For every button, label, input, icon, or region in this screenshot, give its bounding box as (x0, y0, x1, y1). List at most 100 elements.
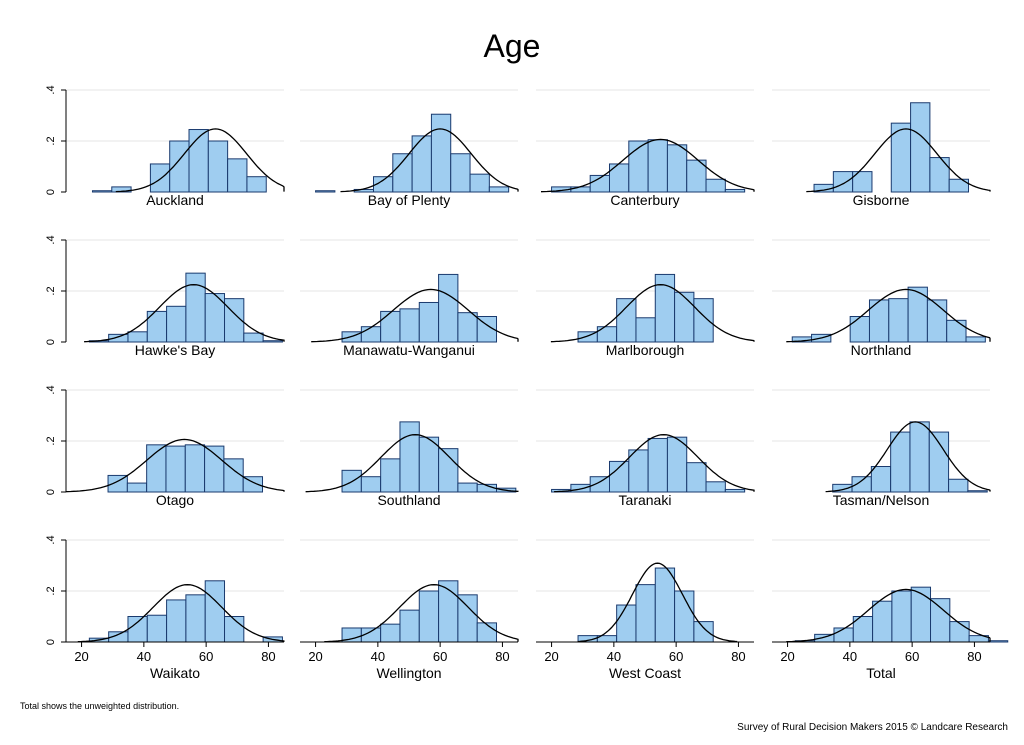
density-curve-tasman-nelson (825, 421, 991, 493)
bar-auckland-7 (227, 158, 248, 193)
panel-label-hawke-s-bay: Hawke's Bay (135, 342, 215, 358)
bar-total-2 (833, 627, 854, 643)
bar-tasman-nelson-5 (928, 431, 950, 493)
y-tick-label-auckland-0: 0 (45, 189, 57, 195)
bar-taranaki-6 (666, 436, 688, 493)
bar-hawke-s-bay-4 (166, 305, 187, 343)
density-curve-wellington (324, 584, 519, 643)
x-tick-label-total-3: 80 (967, 649, 981, 664)
bar-tasman-nelson-2 (870, 466, 892, 493)
bar-bay-of-plenty-8 (469, 173, 490, 193)
source-credit: Survey of Rural Decision Makers 2015 © L… (737, 722, 1008, 733)
bar-bay-of-plenty-4 (392, 153, 413, 193)
bar-waikato-7 (224, 616, 245, 643)
y-tick-label-waikato-0: 0 (45, 639, 57, 645)
panel-label-bay-of-plenty: Bay of Plenty (368, 192, 451, 208)
bar-manawatu-wanganui-2 (380, 310, 401, 343)
bar-wellington-4 (418, 590, 440, 643)
bar-taranaki-3 (608, 460, 630, 493)
y-tick-label-hawke-s-bay-1: .2 (45, 286, 57, 295)
bar-total-6 (910, 586, 932, 643)
chart-title: Age (483, 28, 541, 64)
bar-manawatu-wanganui-3 (399, 308, 420, 343)
bar-total-7 (930, 598, 951, 643)
y-tick-label-otago-2: .4 (45, 385, 57, 394)
x-tick-label-waikato-1: 40 (137, 649, 151, 664)
panel-label-canterbury: Canterbury (610, 192, 679, 208)
panel-label-tasman-nelson: Tasman/Nelson (833, 492, 930, 508)
bar-hawke-s-bay-8 (243, 332, 264, 343)
bar-canterbury-5 (647, 139, 668, 193)
bar-gisborne-6 (929, 157, 950, 193)
panel-label-marlborough: Marlborough (606, 342, 685, 358)
bar-waikato-3 (146, 614, 168, 643)
x-tick-label-wellington-0: 20 (308, 649, 322, 664)
density-curve-otago (65, 438, 285, 493)
bar-taranaki-9 (724, 488, 746, 493)
bar-canterbury-8 (705, 178, 726, 193)
bar-southland-6 (457, 482, 478, 493)
bar-otago-4 (184, 444, 206, 493)
bar-waikato-5 (185, 594, 206, 643)
bar-hawke-s-bay-5 (185, 272, 206, 343)
panel-label-southland: Southland (377, 492, 440, 508)
bar-bay-of-plenty-7 (450, 153, 471, 193)
bar-total-8 (949, 621, 970, 643)
x-tick-label-total-0: 20 (780, 649, 794, 664)
density-curve-bay-of-plenty (340, 128, 519, 193)
bar-taranaki-5 (647, 437, 668, 493)
bar-tasman-nelson-7 (967, 490, 988, 493)
bar-southland-1 (360, 476, 382, 493)
bar-gisborne-7 (948, 178, 970, 193)
panel-label-auckland: Auckland (146, 192, 204, 208)
density-curve-canterbury (540, 138, 755, 193)
bar-otago-1 (126, 482, 148, 493)
bar-canterbury-3 (608, 163, 630, 193)
bar-otago-7 (242, 476, 264, 493)
bar-marlborough-2 (616, 298, 637, 343)
bar-total-10 (987, 640, 1009, 643)
bar-taranaki-1 (570, 483, 591, 493)
x-tick-label-waikato-3: 80 (261, 649, 275, 664)
bar-taranaki-2 (589, 476, 610, 493)
bar-otago-3 (165, 445, 186, 493)
bar-marlborough-5 (674, 291, 695, 343)
y-tick-label-hawke-s-bay-2: .4 (45, 235, 57, 244)
y-tick-label-auckland-1: .2 (45, 136, 57, 145)
panel-label-waikato: Waikato (150, 665, 200, 681)
bar-hawke-s-bay-2 (127, 331, 148, 343)
bar-hawke-s-bay-9 (262, 340, 283, 343)
bar-bay-of-plenty-0 (315, 190, 336, 193)
density-curve-waikato (77, 584, 285, 643)
bar-northland-5 (888, 298, 909, 343)
density-curve-west-coast (577, 562, 738, 643)
bar-otago-5 (204, 445, 225, 493)
bar-wellington-3 (399, 609, 420, 643)
bar-taranaki-7 (686, 462, 707, 493)
bar-west-coast-6 (693, 621, 714, 643)
density-curve-taranaki (554, 434, 755, 493)
bar-auckland-5 (188, 129, 209, 193)
x-tick-label-west-coast-3: 80 (731, 649, 745, 664)
bar-bay-of-plenty-5 (411, 135, 432, 193)
density-curve-gisborne (806, 128, 991, 193)
bar-west-coast-4 (654, 567, 676, 643)
bar-waikato-6 (204, 580, 226, 643)
y-tick-label-otago-1: .2 (45, 436, 57, 445)
bar-manawatu-wanganui-7 (476, 316, 498, 343)
bar-taranaki-8 (705, 481, 726, 493)
bar-auckland-3 (149, 163, 171, 193)
bar-auckland-0 (91, 190, 113, 193)
y-tick-label-hawke-s-bay-0: 0 (45, 339, 57, 345)
bar-tasman-nelson-4 (909, 421, 930, 493)
bar-wellington-7 (476, 622, 498, 643)
panel-label-total: Total (866, 665, 896, 681)
x-tick-label-waikato-0: 20 (74, 649, 88, 664)
x-tick-label-wellington-3: 80 (495, 649, 509, 664)
bar-southland-3 (399, 421, 420, 493)
x-tick-label-wellington-1: 40 (371, 649, 385, 664)
bar-gisborne-5 (910, 102, 931, 193)
bar-gisborne-2 (852, 171, 873, 193)
bar-marlborough-3 (635, 317, 656, 343)
panel-label-west-coast: West Coast (609, 665, 681, 681)
